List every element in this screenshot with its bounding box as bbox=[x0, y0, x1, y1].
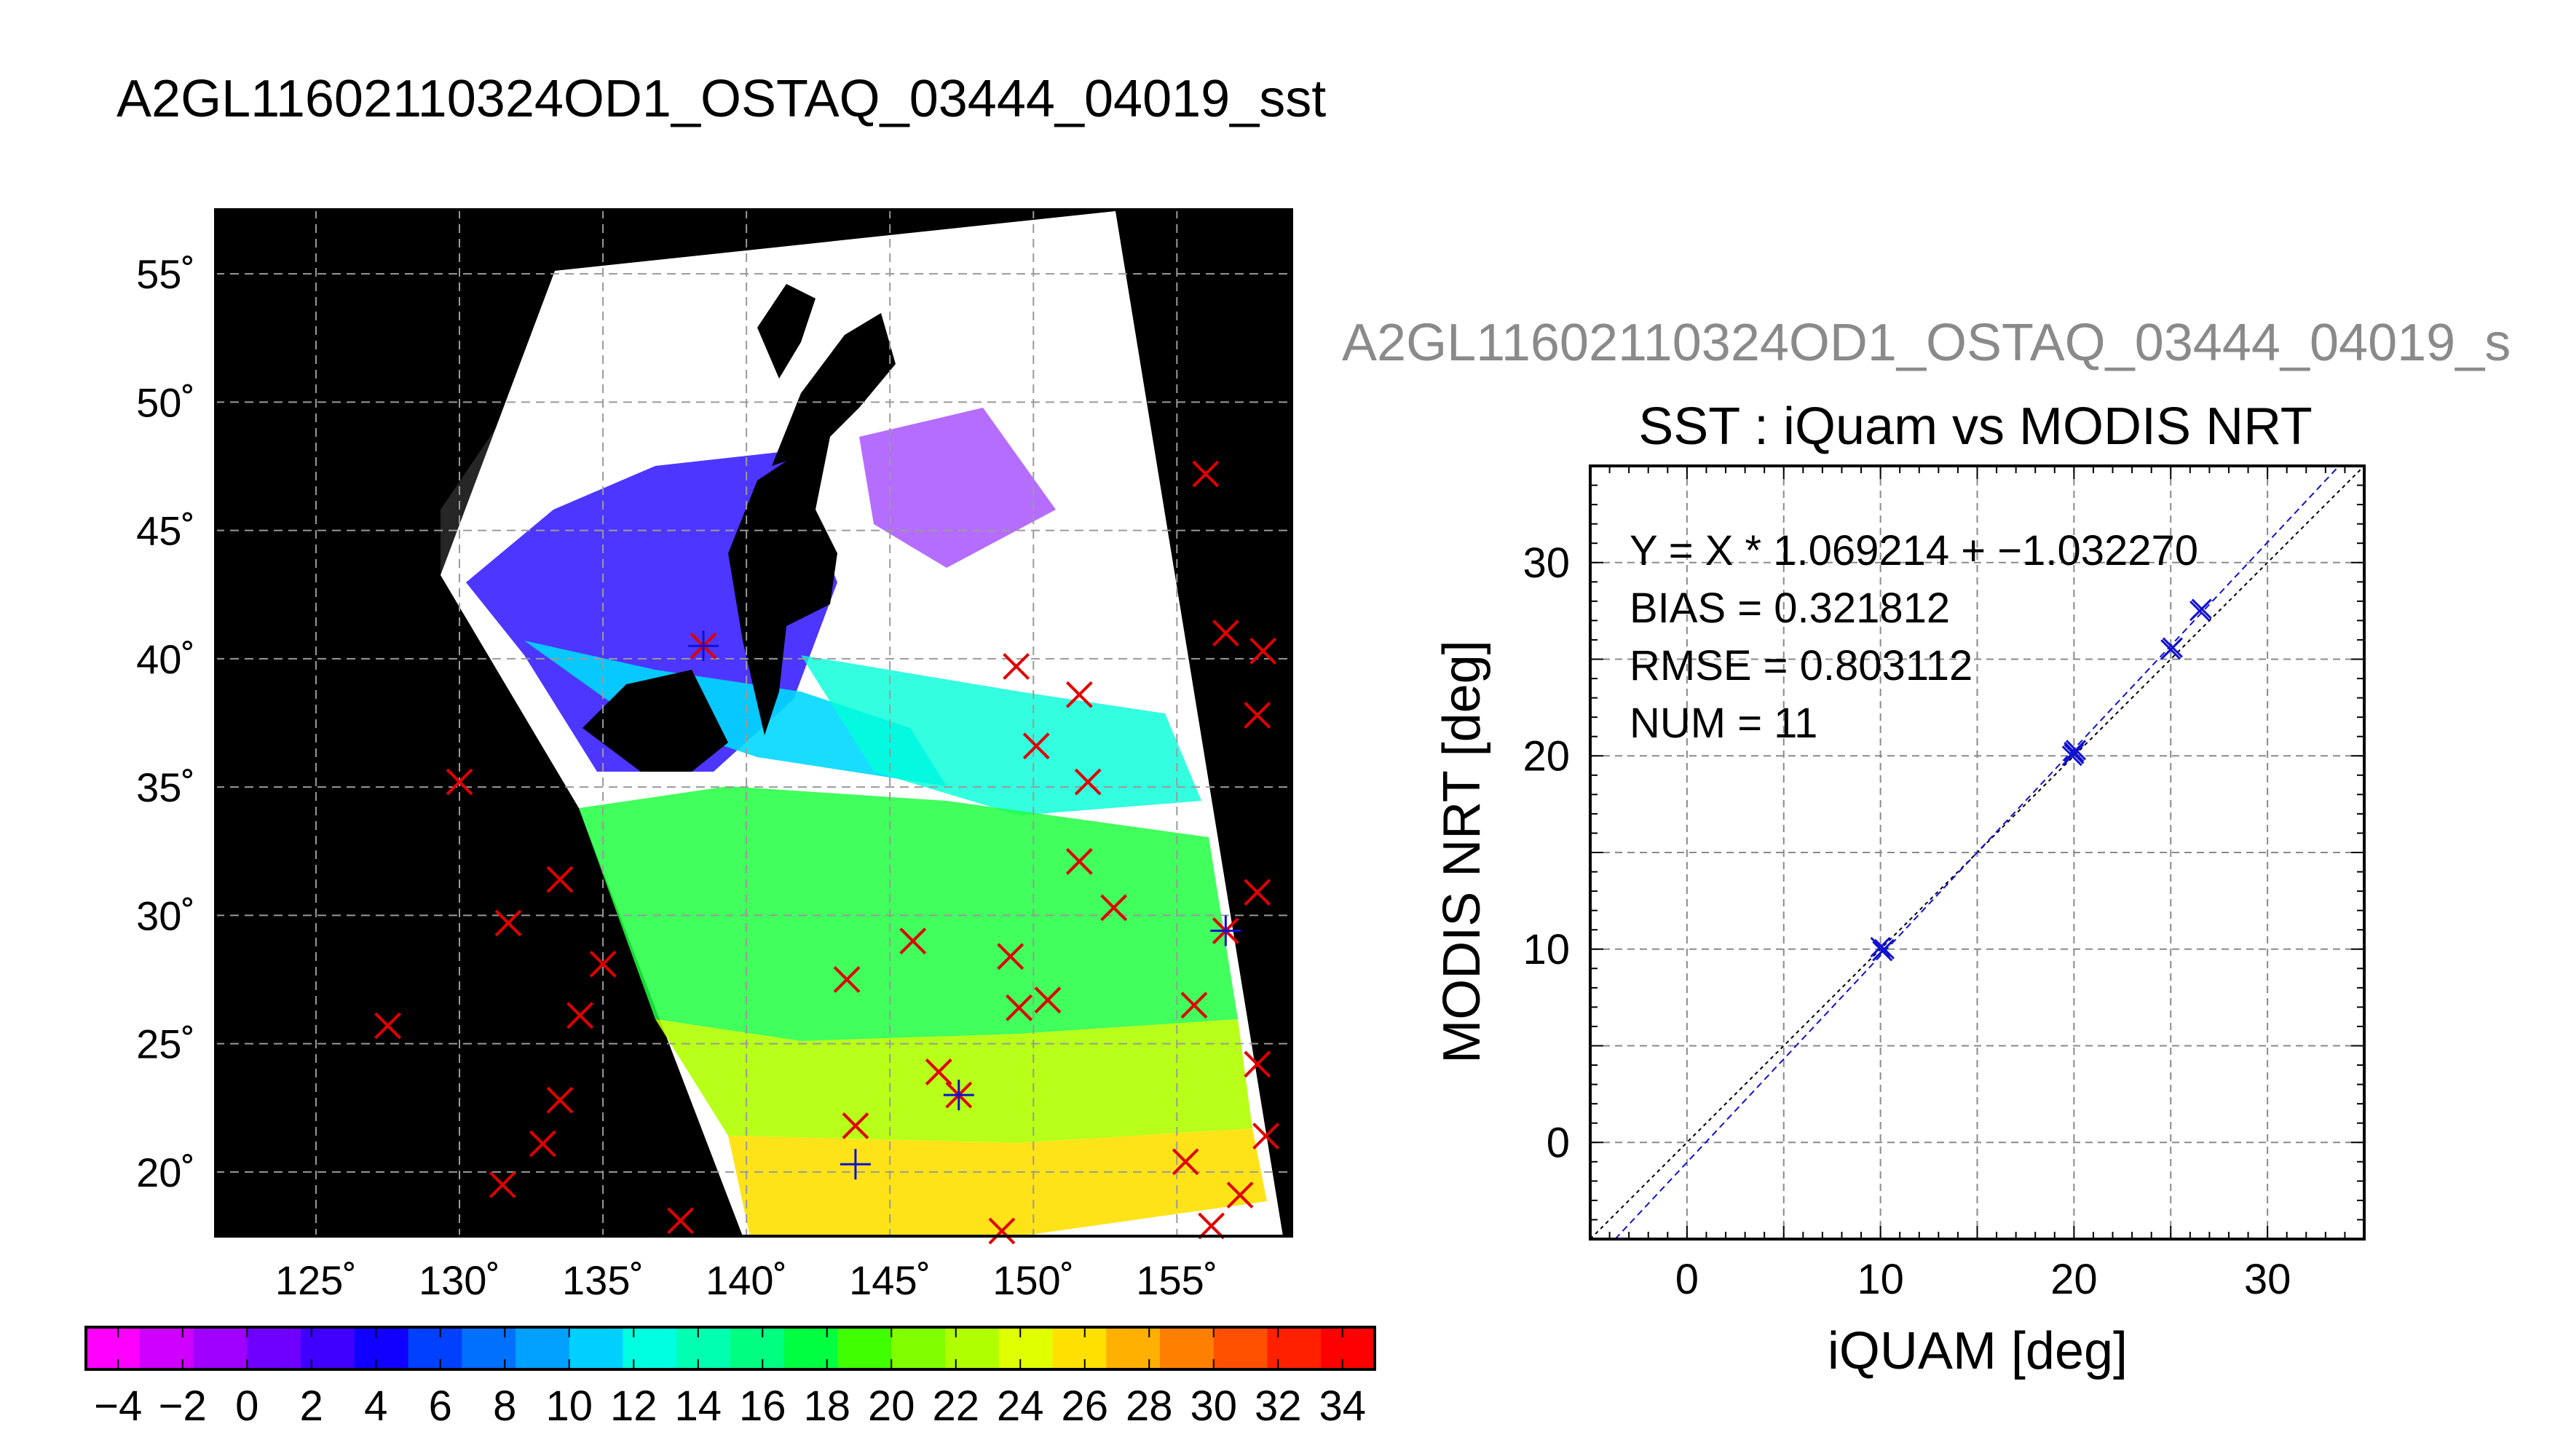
colorbar-cell bbox=[1321, 1327, 1375, 1369]
colorbar-tick-label: 16 bbox=[739, 1382, 786, 1430]
colorbar-cell bbox=[1053, 1327, 1107, 1369]
colorbar-tick-label: 18 bbox=[803, 1382, 850, 1430]
colorbar-cell bbox=[140, 1327, 194, 1369]
colorbar-cell bbox=[1214, 1327, 1268, 1369]
colorbar-cells bbox=[86, 1327, 1375, 1369]
colorbar-tick-label: 14 bbox=[674, 1382, 722, 1430]
colorbar-tick-label: 8 bbox=[493, 1382, 516, 1430]
colorbar-cell bbox=[1268, 1327, 1322, 1369]
colorbar-tick-label: 2 bbox=[300, 1382, 323, 1430]
colorbar-tick-label: 12 bbox=[610, 1382, 657, 1430]
colorbar-tick-label: 30 bbox=[1190, 1382, 1237, 1430]
colorbar-tick-label: −4 bbox=[94, 1382, 142, 1430]
colorbar-cell bbox=[408, 1327, 462, 1369]
colorbar-cell bbox=[569, 1327, 623, 1369]
colorbar-tick-label: 28 bbox=[1126, 1382, 1173, 1430]
colorbar-cell bbox=[516, 1327, 569, 1369]
colorbar-cell bbox=[676, 1327, 730, 1369]
colorbar: −4 −2 0 2 4 6 8 10 12 14 16 18 20 22 24 26 28 30 32 34 bbox=[0, 0, 2555, 1456]
colorbar-cell bbox=[838, 1327, 892, 1369]
colorbar-tick-label: 20 bbox=[868, 1382, 915, 1430]
colorbar-cell bbox=[86, 1327, 140, 1369]
colorbar-tick-label: 6 bbox=[429, 1382, 452, 1430]
colorbar-cell bbox=[355, 1327, 408, 1369]
colorbar-cell bbox=[1160, 1327, 1214, 1369]
colorbar-cell bbox=[301, 1327, 355, 1369]
colorbar-cell bbox=[462, 1327, 516, 1369]
colorbar-cell bbox=[194, 1327, 248, 1369]
colorbar-cell bbox=[247, 1327, 301, 1369]
colorbar-tick-label: 4 bbox=[364, 1382, 387, 1430]
colorbar-tick-label: 32 bbox=[1255, 1382, 1302, 1430]
colorbar-tick-label: 34 bbox=[1319, 1382, 1366, 1430]
colorbar-cell bbox=[945, 1327, 999, 1369]
colorbar-tick-label: 26 bbox=[1061, 1382, 1108, 1430]
colorbar-tick-label: 22 bbox=[932, 1382, 979, 1430]
colorbar-cell bbox=[623, 1327, 677, 1369]
colorbar-cell bbox=[730, 1327, 784, 1369]
colorbar-cell bbox=[1106, 1327, 1160, 1369]
colorbar-tick-label: 10 bbox=[545, 1382, 593, 1430]
colorbar-tick-label: 24 bbox=[997, 1382, 1044, 1430]
colorbar-tick-label: 0 bbox=[235, 1382, 258, 1430]
colorbar-tick-label: −2 bbox=[159, 1382, 207, 1430]
colorbar-cell bbox=[999, 1327, 1053, 1369]
colorbar-cell bbox=[891, 1327, 945, 1369]
colorbar-cell bbox=[784, 1327, 838, 1369]
